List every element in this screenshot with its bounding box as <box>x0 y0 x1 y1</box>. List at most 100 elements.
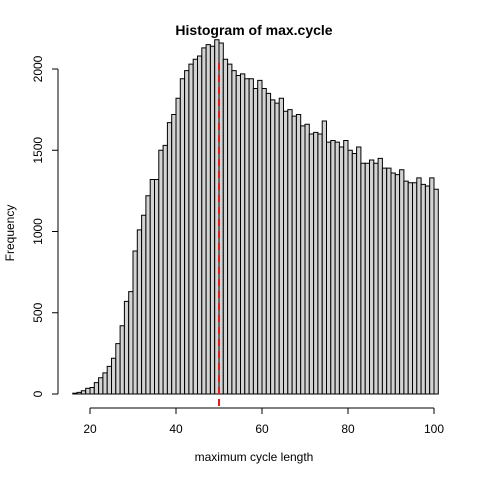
x-tick-label: 80 <box>341 422 355 436</box>
histogram-bar <box>356 146 362 395</box>
y-tick-label: 500 <box>31 302 45 322</box>
histogram-bar <box>76 391 82 395</box>
histogram-bar <box>123 300 130 395</box>
histogram-bar <box>416 177 422 395</box>
histogram-bar <box>162 144 168 395</box>
histogram-bar <box>89 387 95 395</box>
histogram-bar <box>313 131 319 395</box>
histogram-bar <box>429 177 435 395</box>
x-axis-label: maximum cycle length <box>195 450 314 464</box>
histogram-bar <box>291 115 297 395</box>
histogram-bar <box>274 102 280 395</box>
histogram-bar <box>240 73 246 395</box>
x-tick-label: 20 <box>83 422 97 436</box>
histogram-bar <box>115 343 121 395</box>
histogram-bar <box>330 140 336 395</box>
histogram-bar <box>106 365 112 395</box>
histogram-bar <box>407 182 414 395</box>
histogram-bars <box>72 39 439 395</box>
histogram-bar <box>171 114 177 395</box>
y-tick-label: 1000 <box>31 218 45 245</box>
histogram-bar <box>295 114 302 395</box>
histogram-bar <box>412 182 418 395</box>
histogram-bar <box>304 123 310 395</box>
histogram-bar <box>141 214 147 395</box>
histogram-bar <box>248 78 254 395</box>
histogram-bar <box>85 387 91 395</box>
histogram-bar <box>184 70 190 395</box>
histogram-bar <box>244 78 250 395</box>
histogram-bar <box>188 63 194 395</box>
histogram-bar <box>119 325 125 395</box>
histogram-bar <box>424 185 431 395</box>
histogram-bar <box>222 58 229 395</box>
histogram-bar <box>205 44 211 395</box>
histogram-bar <box>235 75 241 395</box>
histogram-bar <box>399 169 405 395</box>
histogram-bar <box>136 229 143 395</box>
histogram-bar <box>201 47 207 395</box>
histogram-bar <box>80 390 87 395</box>
histogram-bar <box>381 167 388 395</box>
histogram-bar <box>227 63 233 395</box>
histogram-bar <box>154 179 160 395</box>
histogram-bar <box>308 133 315 395</box>
y-tick-label: 2000 <box>31 55 45 82</box>
histogram-bar <box>394 174 401 395</box>
histogram-bar <box>343 140 349 395</box>
histogram-bar <box>403 180 409 395</box>
histogram-bar <box>287 109 293 395</box>
histogram-bar <box>373 162 379 395</box>
histogram-bar <box>192 58 198 395</box>
histogram-bar <box>364 162 371 395</box>
y-tick-label: 1500 <box>31 137 45 164</box>
histogram-bar <box>179 78 186 395</box>
histogram-bar <box>231 70 237 395</box>
histogram-bar <box>132 250 138 395</box>
y-tick-label: 0 <box>31 390 45 397</box>
histogram-bar <box>102 372 108 395</box>
histogram-bar <box>377 157 383 395</box>
histogram-bar <box>321 120 328 395</box>
histogram-bar <box>283 110 289 395</box>
y-axis-label: Frequency <box>3 205 17 262</box>
histogram-bar <box>145 195 151 395</box>
histogram-bar <box>300 125 306 395</box>
x-tick-label: 40 <box>169 422 183 436</box>
histogram-bar <box>93 382 100 395</box>
histogram-bar <box>369 159 375 395</box>
histogram-bar <box>351 153 358 395</box>
histogram-bar <box>166 122 173 395</box>
histogram-bar <box>111 357 117 395</box>
histogram-bar <box>278 97 285 395</box>
histogram-bar <box>252 88 259 395</box>
histogram-bar <box>420 183 426 395</box>
histogram-bar <box>326 141 332 395</box>
histogram-bar <box>72 392 78 395</box>
histogram-bar <box>197 55 203 395</box>
histogram-bar <box>175 97 181 395</box>
histogram-bar <box>98 377 104 395</box>
histogram-bar <box>317 133 323 395</box>
x-axis: 20 40 60 80 100 <box>83 407 444 436</box>
histogram-bar <box>338 146 345 395</box>
histogram-bar <box>334 141 340 395</box>
histogram-bar <box>209 45 216 395</box>
histogram-bar <box>433 188 439 395</box>
histogram-bar <box>128 291 134 395</box>
histogram-bar <box>265 92 272 395</box>
histogram-bar <box>390 172 396 395</box>
y-axis: 0 500 1000 1500 2000 <box>31 55 59 397</box>
histogram-bar <box>386 167 392 395</box>
x-tick-label: 60 <box>255 422 269 436</box>
histogram-bar <box>257 79 263 395</box>
histogram-bar <box>158 149 164 395</box>
histogram-bar <box>261 88 267 395</box>
histogram-bar <box>149 179 155 395</box>
histogram-bar <box>347 149 353 395</box>
x-tick-label: 100 <box>424 422 444 436</box>
chart-title: Histogram of max.cycle <box>175 22 332 38</box>
histogram-bar <box>270 99 276 395</box>
histogram-bar <box>360 162 366 395</box>
